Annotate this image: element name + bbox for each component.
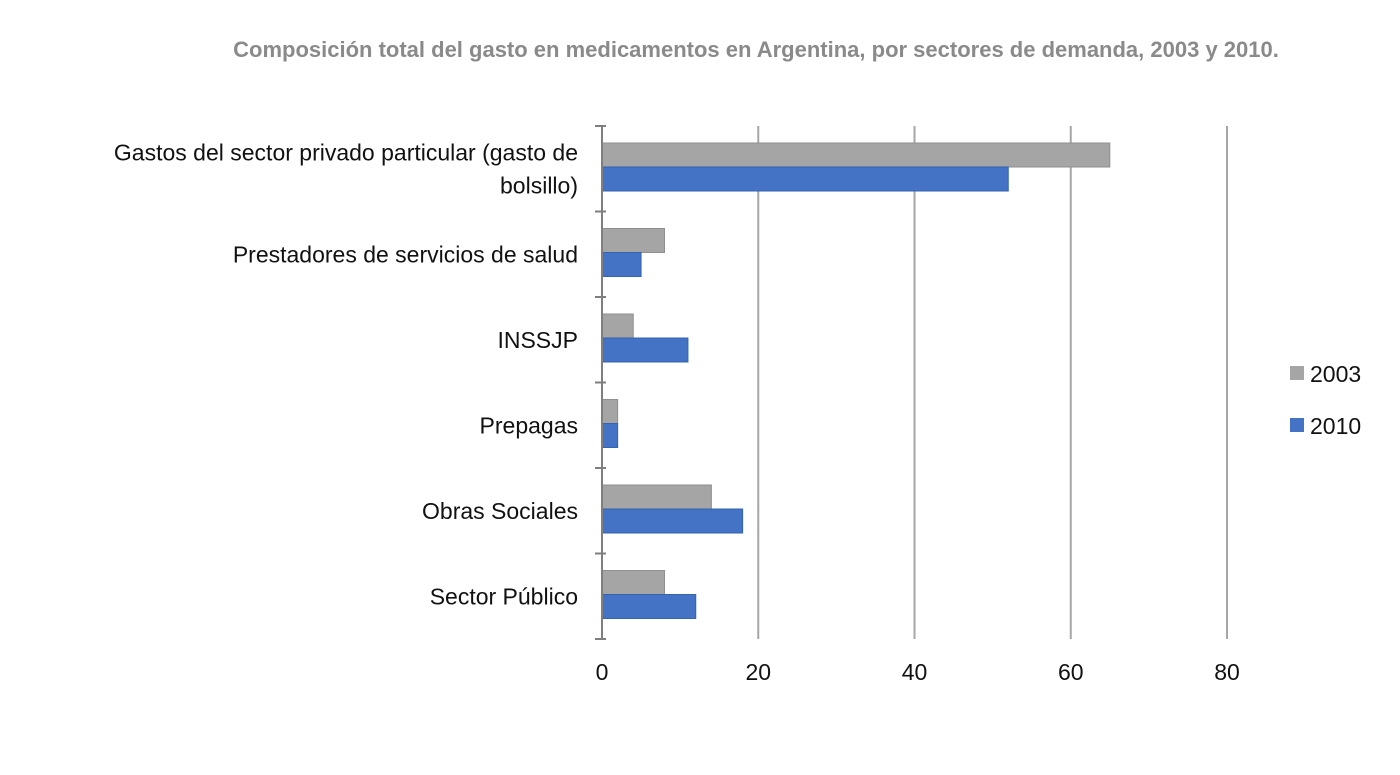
bar-2010 — [601, 337, 689, 363]
bar-2010 — [601, 166, 1009, 192]
bar-2003 — [601, 228, 665, 253]
x-tick-label: 20 — [745, 659, 771, 685]
legend-swatch-2003 — [1290, 366, 1304, 380]
legend: 2003 2010 — [1290, 361, 1361, 439]
bar-2003 — [601, 484, 712, 510]
axes — [595, 125, 606, 640]
category-label: Prestadores de servicios de salud — [233, 241, 578, 267]
category-label: INSSJP — [497, 327, 578, 353]
bar-2003 — [601, 313, 634, 339]
category-label: bolsillo) — [500, 172, 578, 198]
bar-2003 — [601, 399, 619, 424]
category-label: Gastos del sector privado particular (ga… — [114, 139, 578, 165]
x-tick-label: 60 — [1058, 659, 1084, 685]
category-label: Obras Sociales — [422, 498, 578, 524]
x-tick-label: 0 — [596, 659, 609, 685]
x-tick-label: 80 — [1214, 659, 1240, 685]
category-labels: Gastos del sector privado particular (ga… — [114, 139, 578, 609]
bar-2010 — [601, 508, 744, 534]
bar-2010 — [601, 423, 619, 448]
bar-2003 — [601, 142, 1111, 168]
x-tick-label: 40 — [902, 659, 928, 685]
chart-title: Composición total del gasto en medicamen… — [233, 37, 1279, 62]
legend-swatch-2010 — [1290, 418, 1304, 432]
category-label: Sector Público — [430, 583, 578, 609]
x-tick-labels: 0 20 40 60 80 — [596, 659, 1240, 685]
gridlines — [757, 126, 1228, 639]
bars — [601, 142, 1111, 619]
bar-2003 — [601, 570, 665, 595]
legend-label-2003: 2003 — [1310, 361, 1361, 387]
bar-2010 — [601, 252, 642, 277]
legend-label-2010: 2010 — [1310, 413, 1361, 439]
category-label: Prepagas — [480, 412, 578, 438]
bar-2010 — [601, 594, 697, 619]
